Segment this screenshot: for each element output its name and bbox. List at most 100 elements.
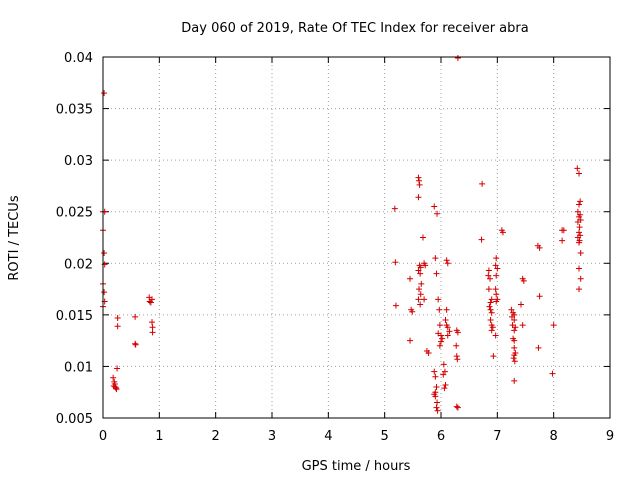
data-point: [511, 317, 518, 324]
data-point: [112, 385, 119, 392]
data-point: [442, 317, 449, 324]
data-point: [431, 203, 438, 210]
data-point: [486, 303, 493, 310]
data-point: [435, 296, 442, 303]
data-point: [101, 289, 108, 296]
data-point: [454, 329, 461, 336]
x-tick-label: 0: [99, 429, 107, 444]
data-point: [440, 371, 447, 378]
data-point: [494, 265, 501, 272]
data-point: [441, 385, 448, 392]
data-point: [508, 313, 515, 320]
data-point: [419, 234, 426, 241]
data-point: [147, 299, 154, 306]
data-point: [576, 170, 583, 177]
data-point: [576, 265, 583, 272]
data-point: [436, 306, 443, 313]
data-point: [576, 229, 583, 236]
data-point: [499, 229, 506, 236]
data-point: [433, 384, 440, 391]
data-point: [536, 244, 543, 251]
data-point: [493, 291, 500, 298]
data-point: [132, 341, 139, 348]
data-point: [444, 324, 451, 331]
data-point: [431, 368, 438, 375]
data-point: [113, 386, 120, 393]
data-point: [488, 309, 495, 316]
data-point: [511, 344, 518, 351]
data-point: [101, 249, 108, 256]
data-point: [149, 324, 156, 331]
x-tick-label: 5: [381, 429, 389, 444]
y-tick-label: 0.005: [56, 412, 93, 427]
data-point: [488, 327, 495, 334]
data-point: [492, 262, 499, 269]
data-point: [110, 374, 117, 381]
data-point: [415, 296, 422, 303]
data-point: [149, 329, 156, 336]
data-point: [487, 317, 494, 324]
data-point: [574, 208, 581, 215]
data-point: [434, 210, 441, 217]
data-point: [417, 291, 424, 298]
data-point: [433, 270, 440, 277]
data-point: [433, 404, 440, 411]
data-point: [479, 180, 486, 187]
data-point: [492, 286, 499, 293]
data-point: [409, 308, 416, 315]
chart-title: Day 060 of 2019, Rate Of TEC Index for r…: [181, 21, 528, 36]
data-point: [114, 365, 121, 372]
y-tick-label: 0.04: [64, 51, 93, 66]
data-point: [415, 194, 422, 201]
data-point: [549, 370, 556, 377]
data-point: [441, 368, 448, 375]
y-tick-labels: 0.005 0.01 0.015 0.02 0.025 0.03 0.035 0.04: [56, 51, 93, 427]
data-point: [493, 298, 500, 305]
data-point: [417, 264, 424, 271]
data-point: [519, 322, 526, 329]
data-point: [493, 255, 500, 262]
data-point: [511, 358, 518, 365]
data-point: [485, 272, 492, 279]
y-tick-label: 0.03: [64, 154, 93, 169]
data-point: [493, 272, 500, 279]
data-point: [439, 335, 446, 342]
data-point: [417, 301, 424, 308]
data-point: [485, 286, 492, 293]
data-point: [576, 286, 583, 293]
data-point: [487, 306, 494, 313]
data-point: [576, 224, 583, 231]
axis-ticks: [102, 56, 611, 419]
grid: [103, 57, 610, 418]
data-point: [512, 324, 519, 331]
x-tick-label: 9: [606, 429, 614, 444]
data-point: [149, 319, 156, 326]
data-point: [434, 407, 441, 414]
data-point: [444, 260, 451, 267]
data-point: [132, 313, 139, 320]
data-point: [421, 296, 428, 303]
data-point: [487, 299, 494, 306]
data-point: [511, 352, 518, 359]
data-point: [488, 296, 495, 303]
data-point: [443, 306, 450, 313]
data-point: [492, 332, 499, 339]
data-point: [535, 344, 542, 351]
data-point: [434, 399, 441, 406]
y-tick-label: 0.025: [56, 206, 93, 221]
data-point: [487, 275, 494, 282]
plot-frame: [102, 56, 611, 419]
data-point: [478, 236, 485, 243]
data-point: [485, 267, 492, 274]
data-point: [511, 377, 518, 384]
data-point: [511, 327, 518, 334]
data-point: [489, 324, 496, 331]
data-point: [416, 177, 423, 184]
x-tick-label: 1: [155, 429, 163, 444]
data-point: [576, 239, 583, 246]
data-point: [416, 181, 423, 188]
data-point: [114, 314, 121, 321]
data-point: [536, 293, 543, 300]
data-point: [443, 257, 450, 264]
x-tick-label: 3: [268, 429, 276, 444]
